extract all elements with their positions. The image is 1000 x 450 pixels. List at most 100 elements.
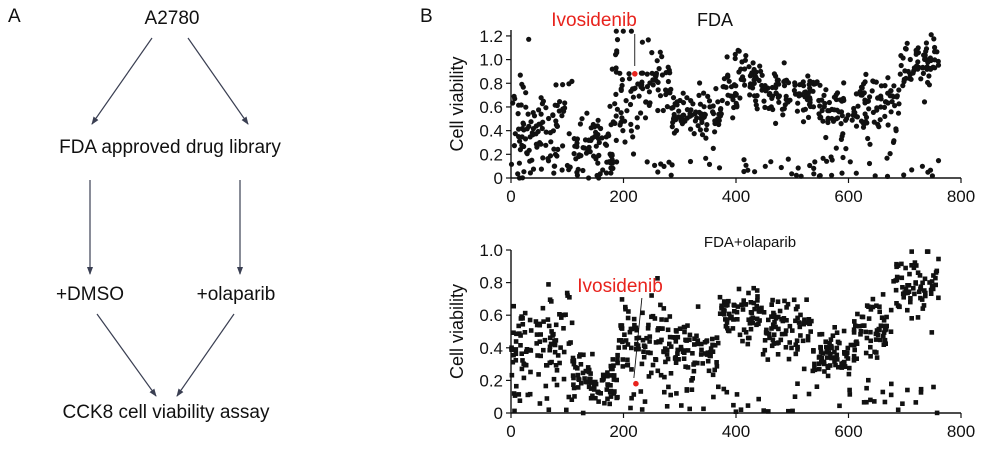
data-point: [912, 292, 917, 297]
data-point: [518, 73, 523, 78]
data-point: [931, 385, 936, 390]
data-point: [711, 395, 716, 400]
data-point: [728, 316, 733, 321]
data-point: [888, 151, 893, 156]
data-point: [763, 338, 768, 343]
data-point: [690, 376, 695, 381]
data-point: [889, 393, 894, 398]
data-point: [877, 304, 882, 309]
data-point: [707, 162, 712, 167]
data-point: [571, 356, 576, 361]
data-point: [690, 351, 695, 356]
node-a2780: A2780: [145, 8, 200, 29]
data-point: [802, 367, 807, 372]
data-point: [746, 64, 751, 69]
data-point: [864, 386, 869, 391]
data-point: [537, 323, 542, 328]
data-point: [795, 304, 800, 309]
data-point: [682, 356, 687, 361]
data-point: [802, 320, 807, 325]
data-point: [588, 377, 593, 382]
data-point: [877, 327, 882, 332]
data-point: [614, 113, 619, 118]
data-point: [918, 76, 923, 81]
data-point: [519, 102, 524, 107]
data-point: [798, 325, 803, 330]
y-tick-label: 1.2: [479, 27, 503, 46]
data-point: [749, 327, 754, 332]
data-point: [688, 107, 693, 112]
data-point: [550, 112, 555, 117]
data-point: [747, 92, 752, 97]
data-point: [544, 384, 549, 389]
data-point: [574, 141, 579, 146]
data-point: [929, 32, 934, 37]
data-point: [553, 103, 558, 108]
data-point: [847, 366, 852, 371]
data-point: [553, 118, 558, 123]
data-point: [842, 329, 847, 334]
data-point: [545, 363, 550, 368]
data-point: [914, 48, 919, 53]
data-point: [811, 349, 816, 354]
data-point: [852, 319, 857, 324]
data-point: [528, 370, 533, 375]
data-point: [548, 297, 553, 302]
data-point: [847, 388, 852, 393]
data-point: [858, 332, 863, 337]
data-point: [742, 83, 747, 88]
data-point: [538, 332, 543, 337]
data-point: [560, 167, 565, 172]
data-point: [554, 338, 559, 343]
data-point: [900, 401, 905, 406]
data-point: [904, 46, 909, 51]
data-point: [863, 79, 868, 84]
data-point: [811, 171, 816, 176]
data-point: [822, 369, 827, 374]
data-point: [929, 291, 934, 296]
data-point: [656, 339, 661, 344]
data-point: [767, 332, 772, 337]
data-point: [918, 296, 923, 301]
data-point: [761, 352, 766, 357]
y-axis-label: Cell viability: [447, 56, 467, 151]
data-point: [875, 355, 880, 360]
data-point: [790, 328, 795, 333]
data-point: [894, 288, 899, 293]
data-point: [755, 294, 760, 299]
data-point: [751, 321, 756, 326]
data-point: [783, 332, 788, 337]
data-point: [656, 369, 661, 374]
data-point: [527, 148, 532, 153]
data-point: [555, 368, 560, 373]
data-point: [673, 356, 678, 361]
data-point: [543, 143, 548, 148]
data-point: [923, 277, 928, 282]
data-point: [925, 249, 930, 254]
data-point: [883, 324, 888, 329]
data-point: [780, 112, 785, 117]
data-point: [754, 70, 759, 75]
data-point: [671, 95, 676, 100]
data-point: [923, 49, 928, 54]
data-point: [609, 153, 614, 158]
data-point: [787, 340, 792, 345]
data-point: [905, 308, 910, 313]
data-point: [669, 106, 674, 111]
data-point: [592, 134, 597, 139]
x-tick-label: 200: [609, 422, 637, 441]
node-cck8-assay: CCK8 cell viability assay: [63, 402, 270, 423]
data-point: [516, 111, 521, 116]
data-point: [702, 104, 707, 109]
data-point: [707, 104, 712, 109]
data-point: [594, 382, 599, 387]
data-point: [697, 80, 702, 85]
data-point: [822, 104, 827, 109]
data-point: [737, 287, 742, 292]
data-point: [932, 49, 937, 54]
data-point: [702, 112, 707, 117]
data-point: [743, 53, 748, 58]
y-tick-label: 0: [494, 169, 503, 188]
data-point: [622, 332, 627, 337]
data-point: [829, 173, 834, 178]
